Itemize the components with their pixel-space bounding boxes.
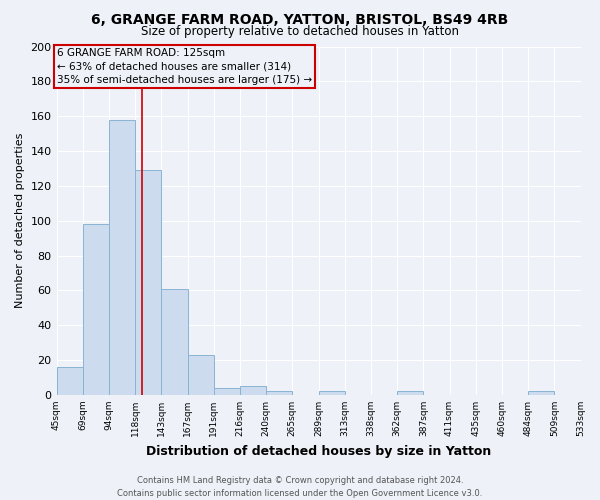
Text: Size of property relative to detached houses in Yatton: Size of property relative to detached ho… <box>141 25 459 38</box>
Bar <box>214 388 240 395</box>
Text: 6 GRANGE FARM ROAD: 125sqm
← 63% of detached houses are smaller (314)
35% of sem: 6 GRANGE FARM ROAD: 125sqm ← 63% of deta… <box>57 48 312 84</box>
Bar <box>83 224 109 395</box>
Bar <box>135 170 161 395</box>
Bar <box>528 392 554 395</box>
Bar <box>397 392 424 395</box>
Text: Contains HM Land Registry data © Crown copyright and database right 2024.
Contai: Contains HM Land Registry data © Crown c… <box>118 476 482 498</box>
Bar <box>319 392 345 395</box>
Bar <box>109 120 135 395</box>
Bar <box>266 392 292 395</box>
Text: 6, GRANGE FARM ROAD, YATTON, BRISTOL, BS49 4RB: 6, GRANGE FARM ROAD, YATTON, BRISTOL, BS… <box>91 12 509 26</box>
Bar <box>161 288 188 395</box>
Bar <box>56 367 83 395</box>
Bar <box>240 386 266 395</box>
Y-axis label: Number of detached properties: Number of detached properties <box>15 133 25 308</box>
X-axis label: Distribution of detached houses by size in Yatton: Distribution of detached houses by size … <box>146 444 491 458</box>
Bar <box>188 355 214 395</box>
